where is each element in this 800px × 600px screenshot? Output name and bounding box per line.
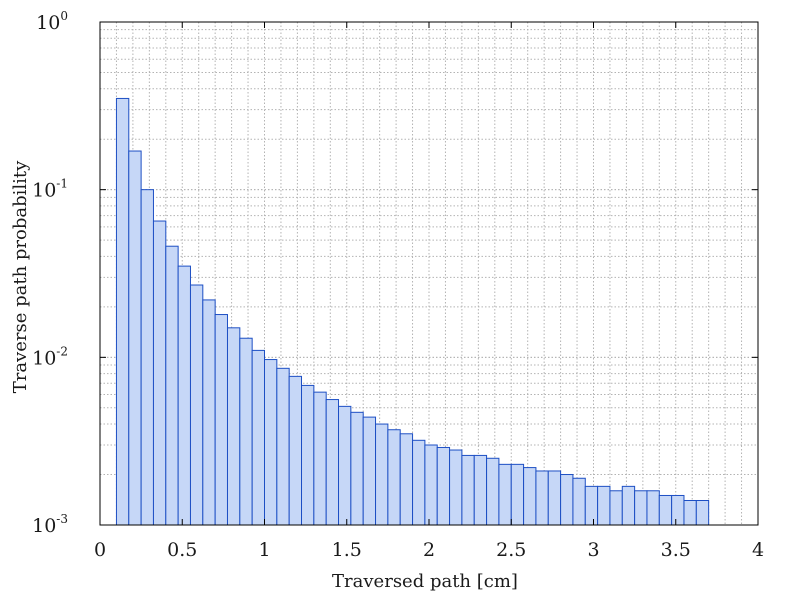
histogram-bar [264,359,278,526]
histogram-bar [152,220,167,526]
y-axis-ticks: 100 10-1 10-2 10-3 [32,9,758,537]
histogram-bar [375,423,389,526]
histogram-bar [597,485,611,526]
x-tick-label: 4 [752,539,764,561]
histogram-bar [338,405,352,526]
histogram-bar [276,367,290,526]
x-tick-label: 2.5 [496,539,526,561]
grid [100,22,758,525]
y-tick-label: 10-3 [32,512,68,537]
histogram-bar [399,433,414,526]
x-tick-label: 3 [587,539,599,561]
y-axis-label: Traverse path probability [10,160,31,393]
x-tick-label: 2 [423,539,435,561]
histogram-bar [387,429,401,526]
histogram-bar [128,150,142,526]
histogram-bar [560,474,574,526]
histogram-bar [634,490,648,526]
x-tick-label: 0 [94,539,106,561]
histogram-bar [547,470,562,526]
y-tick-label: 10-1 [32,177,68,202]
histogram-bar [572,477,586,526]
histogram-bar [449,449,463,526]
histogram-bar [362,416,377,526]
y-tick-label: 10-2 [32,344,68,369]
histogram-bar [584,485,599,526]
histogram-bar [510,463,525,526]
histogram-bar [239,337,253,526]
histogram-bar [621,485,636,526]
histogram-bar [140,189,154,526]
histogram-bar [461,454,475,526]
x-axis-ticks: 0 0.5 1 1.5 2 2.5 3 3.5 4 [94,22,764,561]
y-tick-label: 100 [36,9,68,34]
histogram-bar [658,494,673,526]
x-tick-label: 3.5 [661,539,691,561]
histogram-bar [609,490,623,526]
x-tick-label: 1 [258,539,270,561]
histogram-bar [313,391,327,526]
histogram-bar [486,457,500,526]
histogram-bar [115,97,130,526]
histogram-bar [498,463,512,526]
x-tick-label: 1.5 [332,539,362,561]
histogram-bar [226,327,241,526]
histogram-bar [214,314,228,526]
histogram-bar [646,490,660,526]
histogram-bar [325,399,340,526]
histogram-bar [165,245,179,526]
x-axis-label: Traversed path [cm] [332,571,518,592]
histogram-bar [523,467,537,526]
histogram-bar [202,299,216,526]
histogram-bar [350,411,364,526]
x-tick-label: 0.5 [167,539,197,561]
histogram-bar [412,439,426,526]
histogram-bar [288,375,303,526]
histogram-bar [424,444,438,526]
histogram-bar [695,499,710,526]
histogram-bar [683,499,697,526]
histogram-bar [189,284,204,526]
histogram-bar [535,470,549,526]
histogram-bar [436,446,451,526]
histogram-bar [671,494,685,526]
histogram-bar [177,265,191,526]
histogram-bar [301,384,315,526]
histogram-bar [473,454,488,526]
histogram-bar [251,349,266,526]
bars [115,97,710,526]
